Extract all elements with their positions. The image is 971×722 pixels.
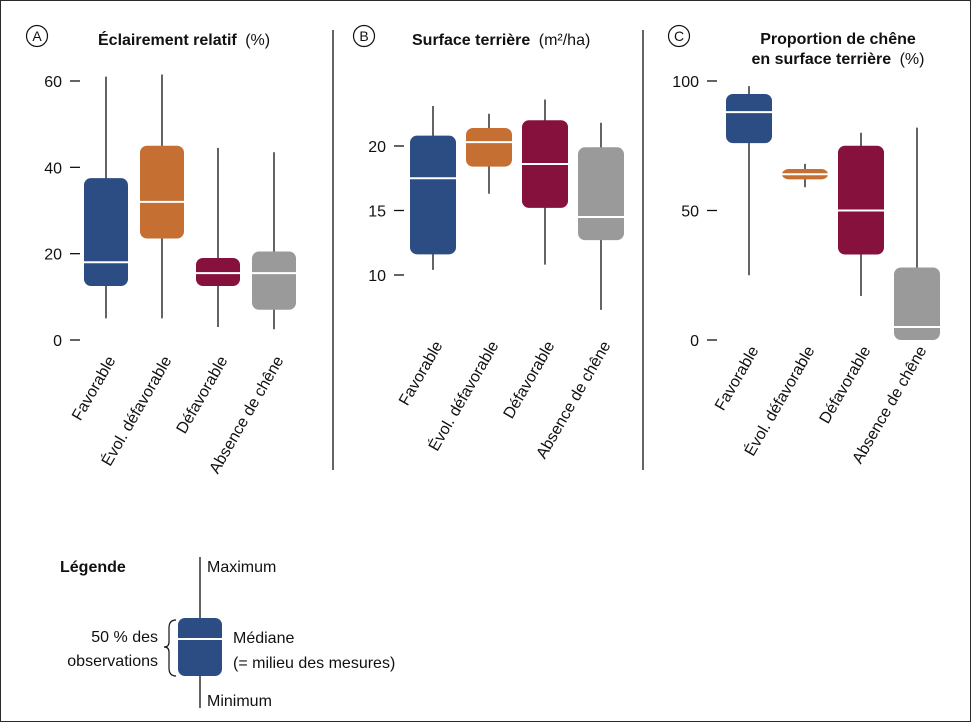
legend-mediane-note: (= milieu des mesures) <box>233 655 395 672</box>
panel-c-title-bold2: en surface terrière <box>752 51 892 68</box>
panel-b-box-absence-de-chene <box>578 147 624 241</box>
legend-title: Légende <box>60 559 126 576</box>
panel-a-title-unit: (%) <box>245 32 270 49</box>
panel-c-header: C Proportion de chêne en surface terrièr… <box>667 24 925 68</box>
legend-box <box>178 618 222 676</box>
panel-c-tick-label-0: 0 <box>690 333 699 350</box>
panel-a-tick-label-40: 40 <box>44 160 62 177</box>
legend-minimum: Minimum <box>207 693 272 710</box>
panel-a-title: Éclairement relatif (%) <box>98 30 270 49</box>
panel-b-box-evol-defavorable <box>466 127 512 167</box>
panel-a-tick-label-20: 20 <box>44 247 62 264</box>
panel-b-category-favorable: Favorable <box>396 338 446 408</box>
panel-a-box-defavorable <box>196 257 240 287</box>
panel-b-tick-label-10: 10 <box>368 268 386 285</box>
legend-mediane: Médiane <box>233 630 294 647</box>
panel-c-letter-circle <box>667 24 691 48</box>
panel-b-title-unit: (m²/ha) <box>539 32 591 49</box>
panel-b-category-defavorable: Défavorable <box>501 338 559 421</box>
panel-c-box-defavorable <box>838 145 884 255</box>
panel-c-title-line2: en surface terrière (%) <box>752 51 925 68</box>
panel-a-title-bold: Éclairement relatif <box>98 30 237 49</box>
panel-a-box-evol-defavorable <box>140 145 184 239</box>
panel-b-tick-label-20: 20 <box>368 139 386 156</box>
panel-b-letter: B <box>359 28 368 44</box>
panel-c-title-unit: (%) <box>900 51 925 68</box>
legend-bracket <box>163 619 177 677</box>
panel-b-title-bold: Surface terrière <box>412 32 530 49</box>
legend-observations-line2: observations <box>67 653 158 670</box>
panel-a-box-favorable <box>84 178 128 287</box>
legend-maximum: Maximum <box>207 559 276 576</box>
panel-a-header: A Éclairement relatif (%) <box>25 24 270 49</box>
panel-c-tick-label-100: 100 <box>672 74 699 91</box>
panel-c-title-line1: Proportion de chêne <box>760 31 916 48</box>
panel-b-tick-label-15: 15 <box>368 204 386 221</box>
panel-a-tick-label-0: 0 <box>53 333 62 350</box>
panel-b-letter-circle <box>352 24 376 48</box>
panel-a-letter: A <box>32 28 42 44</box>
panel-b-header: B Surface terrière (m²/ha) <box>352 24 590 49</box>
panel-c-letter: C <box>674 28 684 44</box>
legend-observations-line1: 50 % des <box>91 629 158 646</box>
panel-c-box-favorable <box>726 93 772 144</box>
legend: Légende Maximum Minimum Médiane (= milie… <box>60 557 395 710</box>
panel-a-category-defavorable: Défavorable <box>174 353 232 436</box>
panel-a-tick-label-60: 60 <box>44 74 62 91</box>
panel-c-category-defavorable: Défavorable <box>817 343 875 426</box>
panel-c-category-favorable: Favorable <box>712 343 762 413</box>
panel-b-title: Surface terrière (m²/ha) <box>412 32 590 49</box>
panel-c-tick-label-50: 50 <box>681 204 699 221</box>
panel-a-letter-circle <box>25 24 49 48</box>
panel-b-box-favorable <box>410 135 456 255</box>
panel-a-box-absence-de-chene <box>252 251 296 310</box>
panel-a-category-favorable: Favorable <box>69 353 119 423</box>
panel-c-box-absence-de-chene <box>894 267 940 340</box>
